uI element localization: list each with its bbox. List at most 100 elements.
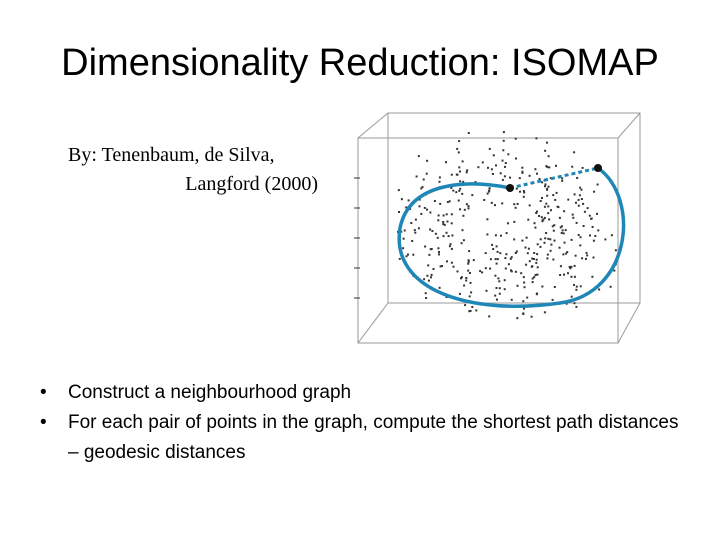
scatter-dot bbox=[609, 285, 612, 288]
scatter-dot bbox=[467, 260, 470, 263]
scatter-dot bbox=[589, 234, 591, 237]
scatter-dot bbox=[551, 225, 554, 228]
scatter-dot bbox=[513, 220, 516, 223]
scatter-dot bbox=[450, 222, 453, 225]
scatter-dot bbox=[516, 203, 519, 205]
scatter-dot bbox=[531, 257, 534, 260]
scatter-dot bbox=[539, 238, 542, 241]
scatter-dot bbox=[442, 214, 445, 217]
scatter-dot bbox=[472, 259, 475, 262]
scatter-dot bbox=[579, 244, 582, 247]
scatter-dot bbox=[527, 218, 530, 221]
scatter-dot bbox=[507, 263, 510, 266]
scatter-dot bbox=[449, 243, 452, 246]
scatter-dot bbox=[559, 265, 562, 268]
scatter-dot bbox=[522, 276, 525, 279]
cube-edge bbox=[357, 302, 389, 344]
scatter-dot bbox=[522, 300, 525, 303]
scatter-dot bbox=[490, 201, 493, 204]
scatter-dot bbox=[496, 250, 499, 253]
scatter-dot bbox=[561, 177, 564, 180]
cube-edge bbox=[617, 112, 641, 139]
scatter-dot bbox=[433, 200, 436, 202]
scatter-dot bbox=[541, 285, 544, 288]
scatter-dot bbox=[459, 187, 462, 190]
scatter-dot bbox=[438, 176, 441, 179]
scatter-dot bbox=[488, 189, 491, 192]
scatter-dot bbox=[459, 208, 462, 211]
scatter-dot bbox=[536, 273, 539, 276]
scatter-dot bbox=[583, 210, 586, 213]
scatter-dot bbox=[496, 258, 499, 261]
scatter-dot bbox=[569, 267, 572, 270]
scatter-dot bbox=[586, 254, 589, 257]
scatter-dot bbox=[467, 262, 470, 265]
scatter-dot bbox=[596, 212, 598, 215]
scatter-dot bbox=[455, 191, 458, 194]
scatter-dot bbox=[541, 220, 544, 223]
scatter-dot bbox=[469, 272, 471, 274]
scatter-dot bbox=[547, 185, 550, 188]
scatter-dot bbox=[436, 236, 439, 239]
scatter-dot bbox=[604, 238, 607, 241]
scatter-dot bbox=[503, 279, 506, 282]
scatter-dot bbox=[430, 273, 433, 276]
scatter-dot bbox=[460, 277, 462, 280]
scatter-dot bbox=[437, 214, 440, 217]
scatter-dot bbox=[426, 159, 429, 162]
scatter-dot bbox=[515, 187, 518, 190]
scatter-dot bbox=[494, 204, 496, 207]
scatter-dot bbox=[521, 171, 524, 174]
scatter-dot bbox=[559, 274, 562, 276]
scatter-dot bbox=[441, 265, 443, 267]
scatter-dot bbox=[573, 193, 576, 196]
scatter-dot bbox=[591, 275, 594, 278]
scatter-dot bbox=[581, 166, 584, 169]
scatter-dot bbox=[575, 221, 578, 224]
scatter-dot bbox=[504, 257, 507, 260]
cube-edge bbox=[357, 112, 389, 139]
scatter-dot bbox=[407, 253, 409, 256]
scatter-dot bbox=[428, 253, 431, 256]
scatter-dot bbox=[543, 216, 546, 219]
scatter-dot bbox=[445, 231, 448, 234]
scatter-dot bbox=[491, 243, 494, 246]
scatter-dot bbox=[557, 206, 560, 209]
scatter-dot bbox=[531, 281, 534, 284]
scatter-dot bbox=[494, 234, 497, 237]
scatter-dot bbox=[500, 234, 502, 237]
scatter-dot bbox=[547, 155, 550, 158]
scatter-dot bbox=[504, 162, 507, 164]
scatter-dot bbox=[598, 288, 601, 291]
scatter-dot bbox=[483, 199, 486, 201]
scatter-dot bbox=[407, 199, 410, 202]
scatter-dot bbox=[596, 183, 599, 186]
scatter-dot bbox=[492, 248, 495, 250]
scatter-dot bbox=[581, 257, 584, 260]
scatter-dot bbox=[518, 177, 521, 180]
scatter-dot bbox=[474, 181, 477, 184]
scatter-dot bbox=[450, 213, 453, 216]
geodesic-path bbox=[397, 166, 626, 308]
scatter-dot bbox=[544, 149, 547, 152]
scatter-dot bbox=[530, 315, 533, 318]
scatter-dot bbox=[510, 256, 513, 259]
scatter-dot bbox=[465, 171, 468, 174]
scatter-dot bbox=[513, 238, 516, 241]
scatter-dot bbox=[549, 238, 552, 241]
scatter-dot bbox=[467, 132, 470, 134]
scatter-dot bbox=[577, 198, 580, 201]
scatter-dot bbox=[467, 207, 470, 210]
scatter-dot bbox=[586, 207, 589, 210]
scatter-dot bbox=[484, 267, 487, 270]
citation-line: By: Tenenbaum, de Silva, bbox=[68, 144, 275, 166]
scatter-dot bbox=[573, 302, 576, 305]
scatter-dot bbox=[452, 189, 455, 192]
scatter-dot bbox=[516, 317, 519, 320]
scatter-dot bbox=[501, 202, 504, 205]
scatter-dot bbox=[432, 268, 435, 270]
scatter-dot bbox=[514, 270, 517, 273]
scatter-dot bbox=[457, 151, 460, 154]
scatter-dot bbox=[504, 267, 507, 270]
scatter-dot bbox=[439, 265, 442, 268]
